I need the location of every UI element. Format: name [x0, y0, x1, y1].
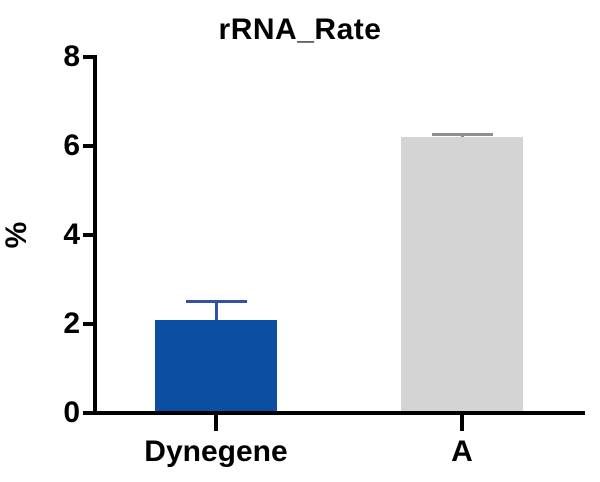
x-tick-label: A — [451, 435, 473, 468]
x-axis-tick — [214, 415, 218, 431]
y-tick-label: 6 — [63, 129, 80, 162]
error-bar-cap — [185, 300, 247, 304]
y-tick-label: 4 — [63, 218, 80, 251]
x-axis-tick — [460, 415, 464, 431]
y-axis-tick — [83, 144, 93, 148]
y-axis-tick — [83, 411, 93, 415]
y-tick-label: 2 — [63, 307, 80, 340]
y-axis-spine — [93, 55, 97, 415]
x-tick-label: Dynegene — [144, 435, 288, 468]
y-axis-tick — [83, 322, 93, 326]
y-axis-tick — [83, 233, 93, 237]
error-bar-stem — [214, 301, 218, 320]
y-tick-label: 0 — [63, 396, 80, 429]
chart-title: rRNA_Rate — [218, 13, 382, 46]
x-axis-spine — [93, 411, 585, 415]
y-axis-tick — [83, 55, 93, 59]
bar — [401, 137, 523, 411]
bar — [155, 319, 277, 411]
y-tick-label: 8 — [63, 40, 80, 73]
error-bar-cap — [431, 132, 493, 136]
